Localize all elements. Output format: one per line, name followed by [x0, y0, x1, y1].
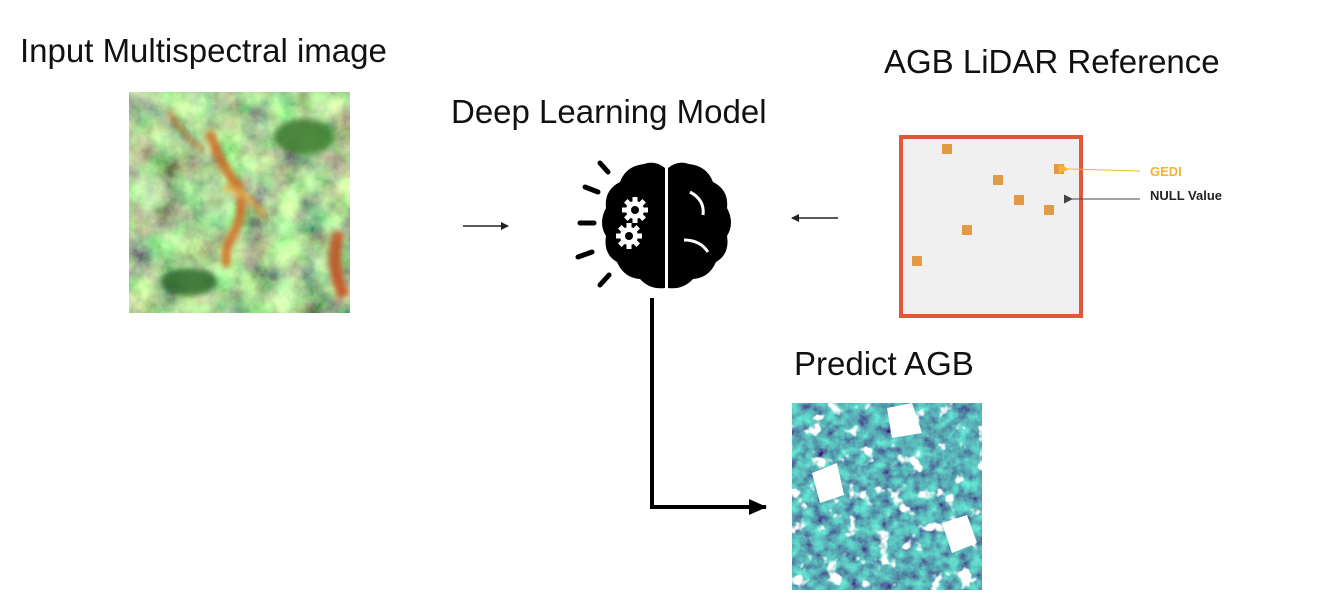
gedi-point — [962, 225, 972, 235]
gedi-point — [993, 175, 1003, 185]
prediction-title: Predict AGB — [794, 345, 974, 382]
null-value-annotation: NULL Value — [1150, 188, 1223, 203]
gedi-point — [942, 144, 952, 154]
input-title: Input Multispectral image — [20, 32, 387, 69]
reference-title: AGB LiDAR Reference — [884, 43, 1220, 80]
gedi-pointer — [1058, 163, 1141, 174]
multispectral-image — [129, 92, 350, 313]
model-title: Deep Learning Model — [451, 93, 767, 130]
gedi-point — [1014, 195, 1024, 205]
prediction-arrow — [650, 298, 767, 515]
predicted-agb-map — [792, 403, 982, 590]
brain-gears-icon — [575, 160, 731, 289]
gedi-point — [912, 256, 922, 266]
lidar-reference-box — [899, 135, 1083, 318]
gedi-annotation: GEDI — [1150, 164, 1182, 179]
gedi-point — [1044, 205, 1054, 215]
